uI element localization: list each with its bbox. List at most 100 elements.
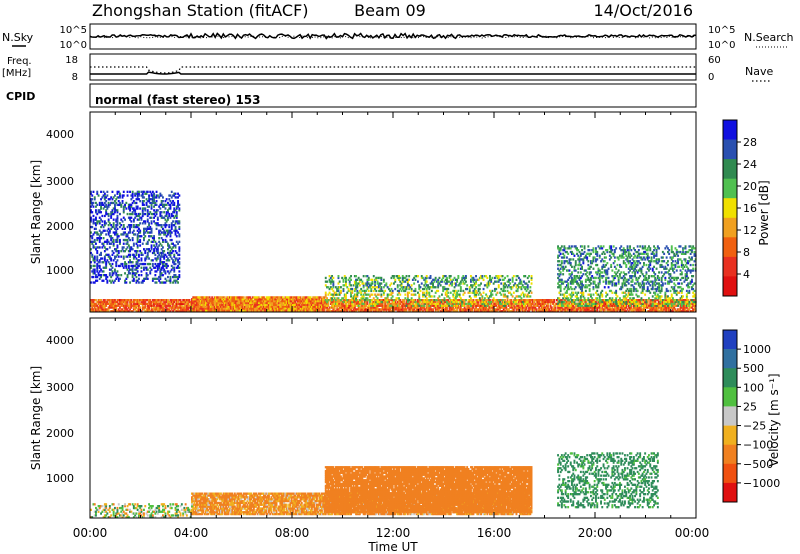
- heatmap-cell: [615, 306, 618, 309]
- heatmap-cell: [587, 299, 590, 302]
- heatmap-cell: [559, 302, 562, 305]
- heatmap-cell: [573, 300, 576, 304]
- heatmap-cell: [199, 303, 202, 306]
- heatmap-cell: [271, 301, 274, 305]
- heatmap-cell: [260, 296, 263, 299]
- heatmap-cell: [542, 302, 544, 305]
- heatmap-cell: [353, 304, 356, 307]
- heatmap-cell: [384, 297, 387, 300]
- heatmap-cell: [177, 300, 179, 304]
- heatmap-cell: [399, 299, 402, 302]
- heatmap-cell: [226, 301, 229, 305]
- heatmap-cell: [364, 291, 366, 294]
- heatmap-cell: [217, 305, 220, 308]
- heatmap-cell: [592, 308, 595, 311]
- heatmap-cell: [496, 308, 499, 311]
- heatmap-cell: [367, 286, 370, 289]
- heatmap-cell: [425, 280, 428, 283]
- heatmap-cell: [340, 306, 342, 309]
- heatmap-cell: [419, 300, 422, 304]
- heatmap-cell: [523, 293, 525, 296]
- heatmap-cell: [188, 310, 191, 313]
- heatmap-cell: [494, 276, 496, 280]
- heatmap-cell: [252, 301, 255, 305]
- heatmap-cell: [256, 307, 259, 310]
- heatmap-cell: [281, 305, 284, 308]
- heatmap-cell: [572, 258, 575, 261]
- heatmap-cell: [539, 308, 542, 311]
- heatmap-cell: [175, 306, 178, 309]
- heatmap-cell: [530, 308, 533, 311]
- heatmap-cell: [369, 308, 371, 311]
- heatmap-cell: [443, 287, 446, 291]
- heatmap-cell: [437, 299, 440, 302]
- heatmap-cell: [377, 304, 380, 307]
- heatmap-cell: [447, 304, 450, 307]
- heatmap-cell: [564, 260, 567, 263]
- heatmap-cell: [659, 308, 662, 311]
- heatmap-cell: [97, 299, 100, 302]
- heatmap-cell: [377, 284, 380, 287]
- heatmap-cell: [321, 300, 323, 303]
- heatmap-cell: [457, 293, 460, 296]
- heatmap-cell: [581, 249, 583, 252]
- heatmap-cell: [515, 275, 518, 278]
- heatmap-cell: [433, 306, 436, 309]
- heatmap-cell: [563, 310, 566, 313]
- heatmap-cell: [151, 304, 154, 307]
- heatmap-cell: [626, 300, 629, 304]
- heatmap-cell: [305, 301, 308, 305]
- heatmap-cell: [579, 299, 582, 302]
- heatmap-cell: [591, 260, 594, 263]
- heatmap-cell: [663, 306, 666, 309]
- heatmap-cell: [136, 300, 139, 304]
- heatmap-cell: [333, 310, 336, 313]
- heatmap-cell: [497, 299, 500, 302]
- heatmap-cell: [548, 299, 551, 302]
- heatmap-cell: [512, 304, 515, 307]
- heatmap-cell: [209, 301, 212, 305]
- heatmap-cell: [506, 289, 509, 293]
- heatmap-cell: [448, 300, 451, 304]
- heatmap-cell: [463, 282, 466, 285]
- heatmap-cell: [251, 307, 254, 310]
- heatmap-cell: [144, 299, 147, 302]
- heatmap-cell: [550, 300, 553, 304]
- heatmap-cell: [515, 308, 518, 311]
- heatmap-cell: [406, 280, 409, 283]
- heatmap-cell: [148, 299, 150, 302]
- heatmap-cell: [225, 303, 227, 306]
- heatmap-cell: [313, 298, 316, 301]
- heatmap-cell: [141, 304, 144, 307]
- heatmap-cell: [573, 276, 576, 280]
- heatmap-cell: [619, 306, 621, 309]
- heatmap-cell: [250, 298, 253, 301]
- heatmap-cell: [413, 300, 416, 304]
- heatmap-cell: [286, 298, 289, 301]
- heatmap-cell: [574, 275, 577, 278]
- heatmap-cell: [501, 302, 504, 305]
- heatmap-cell: [196, 298, 198, 301]
- heatmap-cell: [192, 303, 195, 306]
- heatmap-cell: [389, 284, 392, 287]
- heatmap-cell: [555, 302, 558, 305]
- heatmap-cell: [93, 304, 96, 307]
- heatmap-cell: [477, 300, 480, 304]
- heatmap-cell: [578, 308, 581, 311]
- heatmap-cell: [347, 299, 350, 302]
- heatmap-cell: [526, 299, 529, 302]
- heatmap-cell: [310, 303, 313, 306]
- heatmap-cell: [569, 258, 572, 261]
- heatmap-cell: [622, 310, 625, 313]
- heatmap-cell: [502, 293, 505, 296]
- heatmap-cell: [135, 299, 138, 302]
- heatmap-cell: [418, 300, 421, 304]
- heatmap-cell: [653, 308, 655, 311]
- heatmap-cell: [404, 293, 407, 296]
- heatmap-cell: [358, 299, 361, 302]
- heatmap-cell: [607, 306, 610, 309]
- heatmap-cell: [526, 286, 529, 289]
- heatmap-cell: [683, 308, 686, 311]
- heatmap-cell: [596, 293, 599, 296]
- heatmap-cell: [165, 308, 168, 311]
